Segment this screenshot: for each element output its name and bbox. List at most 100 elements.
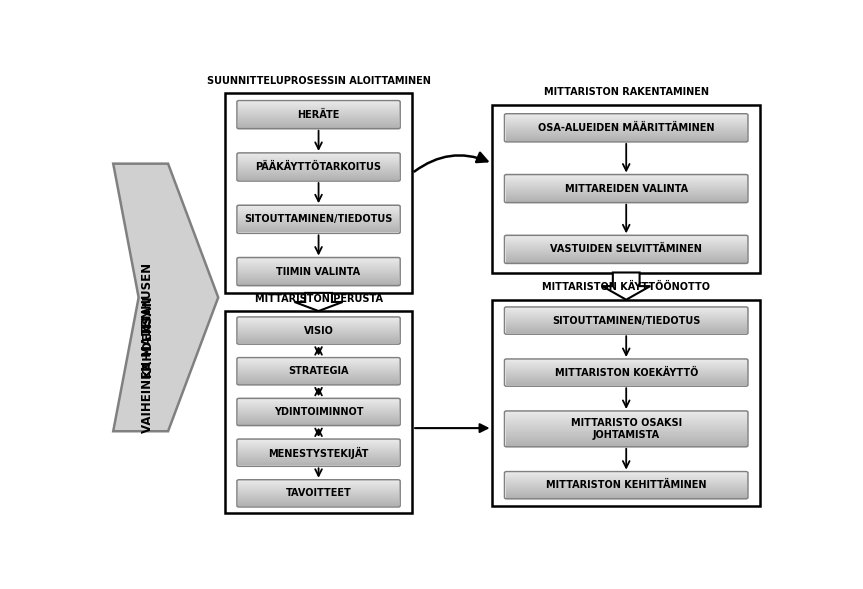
Bar [506,247,746,248]
Bar [506,413,746,415]
Bar [238,214,399,216]
Bar [238,174,399,175]
Bar [506,492,746,493]
Bar [506,440,746,441]
Bar [506,480,746,481]
Bar [238,379,399,380]
Bar [506,377,746,378]
Bar [238,324,399,325]
Bar [238,113,399,114]
Bar [238,164,399,165]
Bar [506,365,746,366]
Bar [506,431,746,432]
Bar [238,172,399,173]
Bar [506,472,746,473]
Bar [506,245,746,246]
Bar [238,445,399,446]
Bar [506,495,746,496]
Bar [506,424,746,425]
Bar [238,124,399,125]
Bar [238,170,399,171]
Bar [238,406,399,407]
Bar [238,109,399,110]
Bar [506,379,746,380]
Bar [238,118,399,120]
Bar [238,451,399,452]
Bar [238,122,399,123]
Bar [506,419,746,421]
Bar [238,403,399,404]
Bar [506,325,746,326]
Bar [238,491,399,492]
Bar [506,362,746,363]
Bar [506,313,746,314]
Bar [238,500,399,501]
Bar [238,442,399,443]
Bar [238,376,399,377]
Bar [506,432,746,433]
Bar [238,483,399,484]
Bar [238,337,399,338]
Bar [506,416,746,417]
Bar [506,122,746,123]
Bar [506,315,746,316]
Bar [238,266,399,267]
Bar [506,177,746,178]
Bar [506,368,746,369]
Bar [506,139,746,140]
Bar [506,421,746,422]
Bar [238,175,399,176]
Bar [506,434,746,435]
Bar [506,417,746,418]
Bar [238,440,399,441]
Bar [238,452,399,453]
Bar [238,420,399,421]
Bar [506,435,746,436]
Bar [238,227,399,228]
Bar [506,196,746,197]
Bar [506,260,746,261]
Bar [238,283,399,284]
Bar [238,372,399,373]
Text: YDINTOIMINNOT: YDINTOIMINNOT [274,407,363,417]
Bar [238,231,399,232]
Bar [238,371,399,372]
Bar [238,278,399,279]
Bar [238,263,399,264]
Bar [506,121,746,122]
Bar [506,180,746,181]
Bar [506,133,746,134]
Bar [506,258,746,259]
Bar [238,110,399,111]
Text: TIIMIN VALINTA: TIIMIN VALINTA [276,267,361,277]
Bar [506,240,746,241]
Bar [506,438,746,439]
Bar [238,272,399,273]
Bar [238,219,399,220]
Bar [238,154,399,155]
Bar [238,498,399,499]
Bar [238,404,399,405]
Text: MITTAREIDEN VALINTA: MITTAREIDEN VALINTA [564,184,688,194]
Bar [506,436,746,438]
Bar [506,485,746,486]
Bar [238,221,399,222]
Bar [506,494,746,495]
Bar [238,456,399,457]
Bar [238,103,399,104]
Bar [238,212,399,213]
Bar [238,226,399,227]
Bar [238,413,399,414]
Bar [506,426,746,427]
Bar [506,237,746,238]
Bar [238,405,399,406]
Bar [506,496,746,497]
Bar [238,490,399,491]
Bar [238,178,399,179]
Bar [238,328,399,329]
Bar [506,323,746,324]
Bar [238,401,399,402]
Bar [238,264,399,265]
Bar [506,439,746,440]
Bar [238,326,399,327]
